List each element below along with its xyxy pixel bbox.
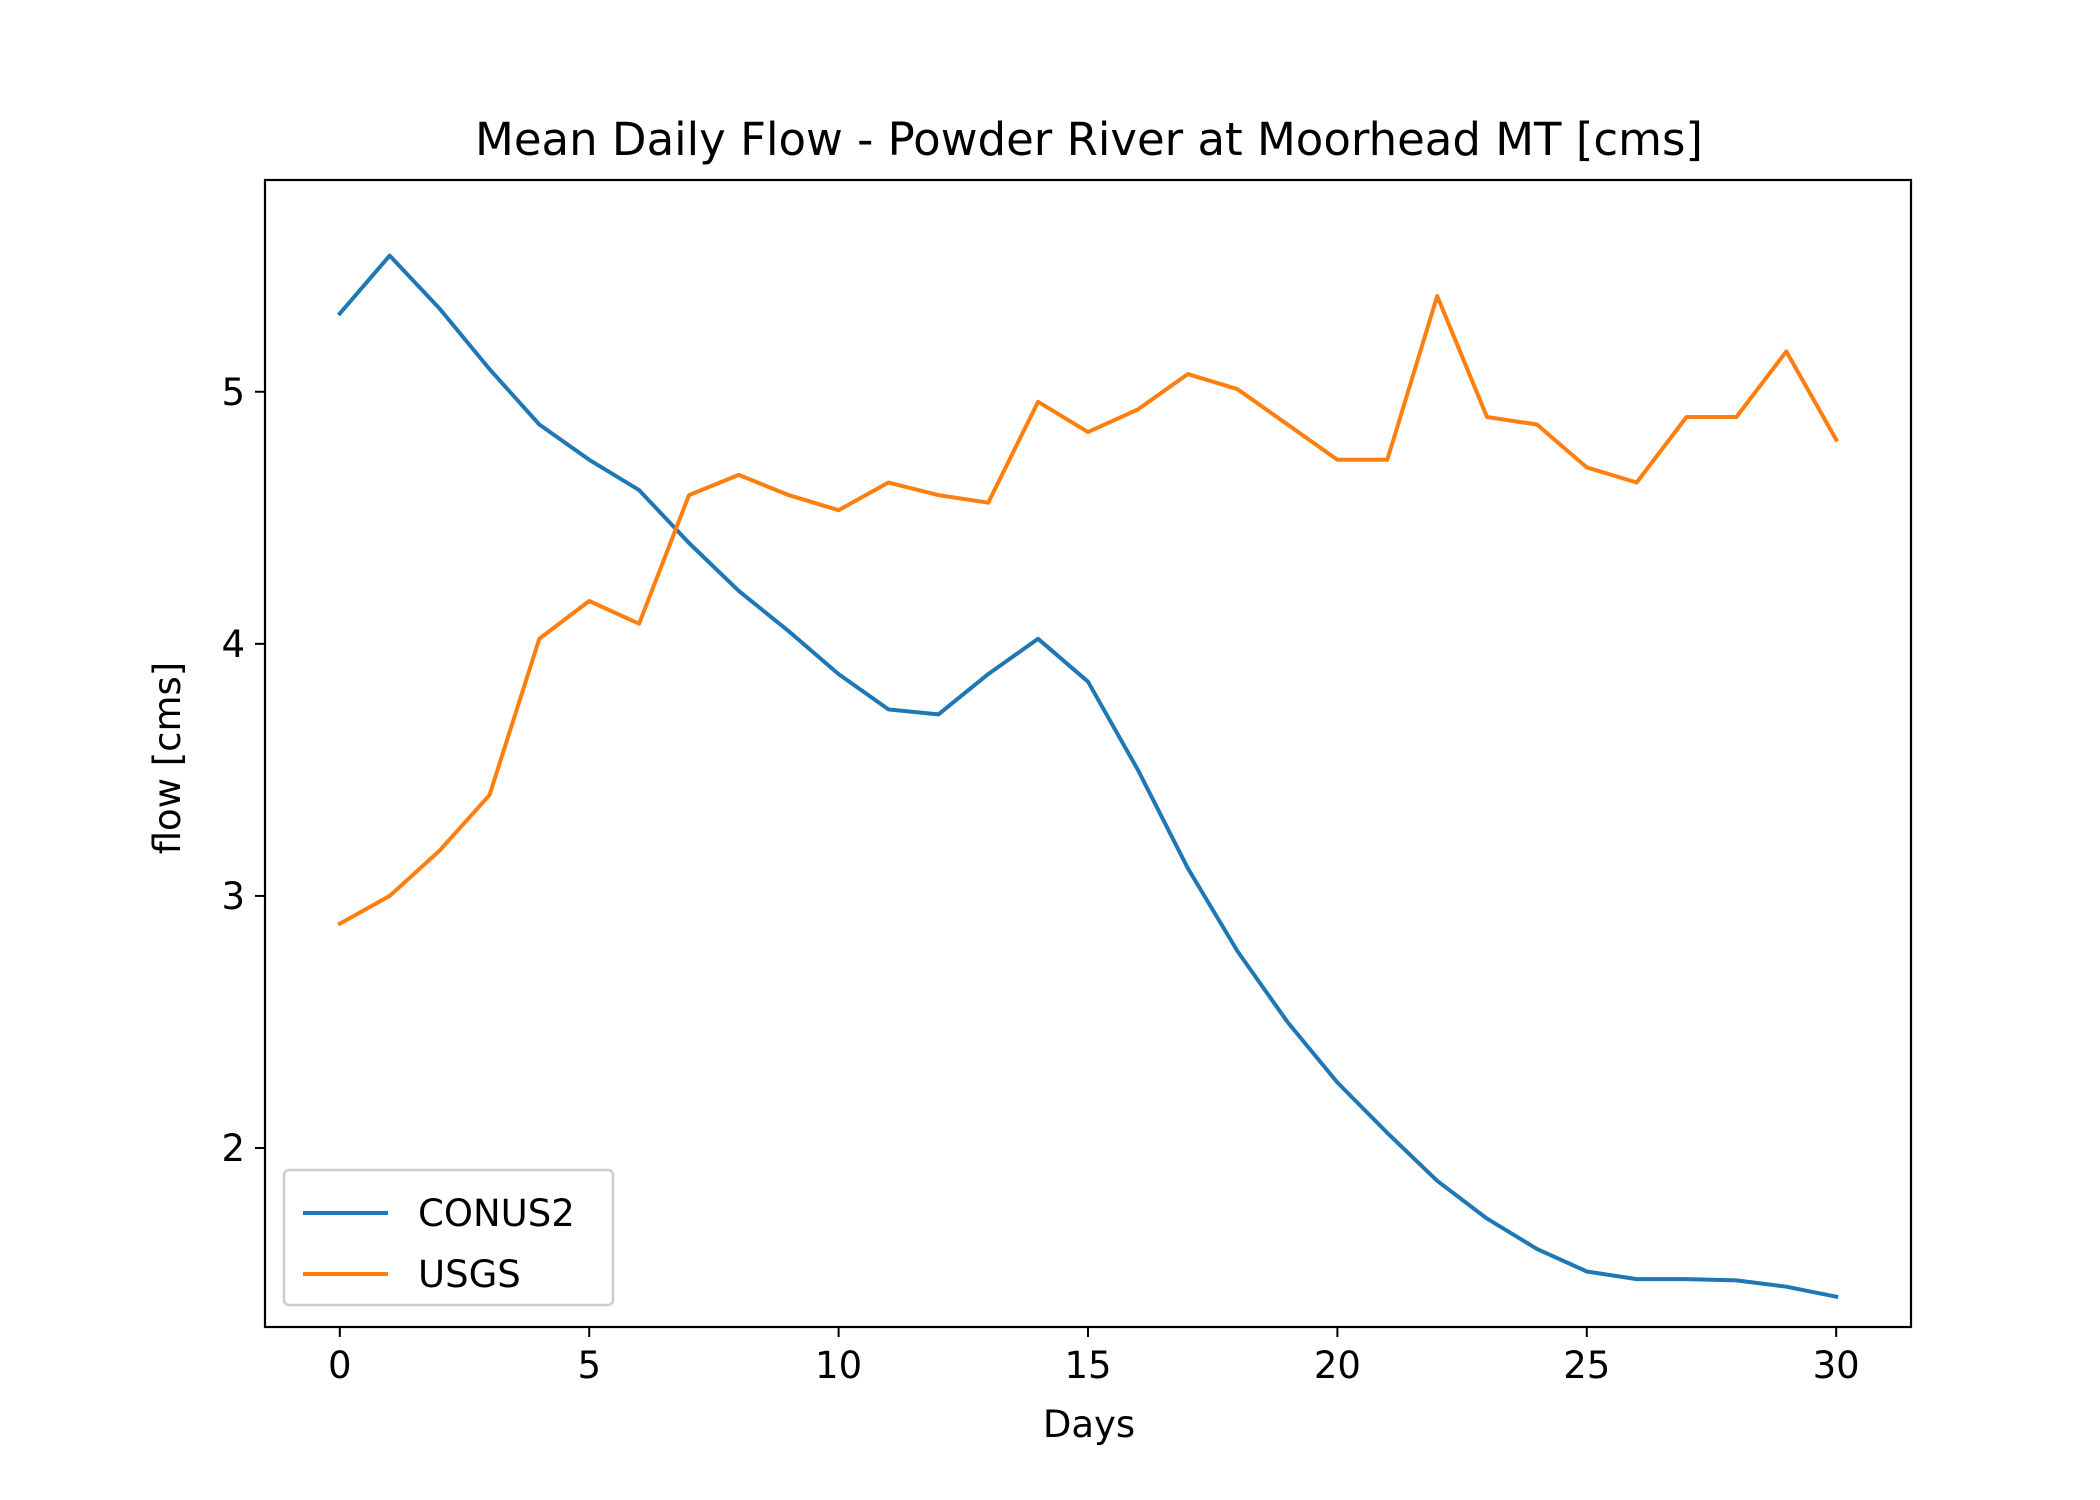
y-tick-label: 4 — [221, 623, 245, 666]
y-tick-label: 5 — [221, 371, 245, 414]
x-tick-label: 25 — [1563, 1344, 1610, 1387]
x-tick-label: 5 — [577, 1344, 601, 1387]
legend-label-usgs: USGS — [418, 1253, 521, 1296]
series-layer — [336, 253, 1839, 1300]
x-tick-label: 10 — [815, 1344, 862, 1387]
y-axis-label: flow [cms] — [146, 662, 189, 855]
y-tick-label: 2 — [221, 1127, 245, 1170]
legend: CONUS2 USGS — [282, 1168, 615, 1307]
chart-title: Mean Daily Flow - Powder River at Moorhe… — [475, 113, 1703, 166]
x-tick-label: 30 — [1813, 1344, 1860, 1387]
x-tick-label: 20 — [1314, 1344, 1361, 1387]
x-axis-label: Days — [1043, 1403, 1135, 1446]
legend-box — [282, 1168, 615, 1307]
x-tick-label: 15 — [1064, 1344, 1111, 1387]
axes-layer: 0 5 10 15 20 25 30 2 3 4 5 — [221, 178, 1913, 1387]
y-tick-label: 3 — [221, 875, 245, 918]
series-line-usgs — [337, 294, 1839, 927]
legend-label-conus2: CONUS2 — [418, 1192, 575, 1235]
series-line-conus2 — [336, 253, 1839, 1300]
x-tick-label: 0 — [328, 1344, 352, 1387]
